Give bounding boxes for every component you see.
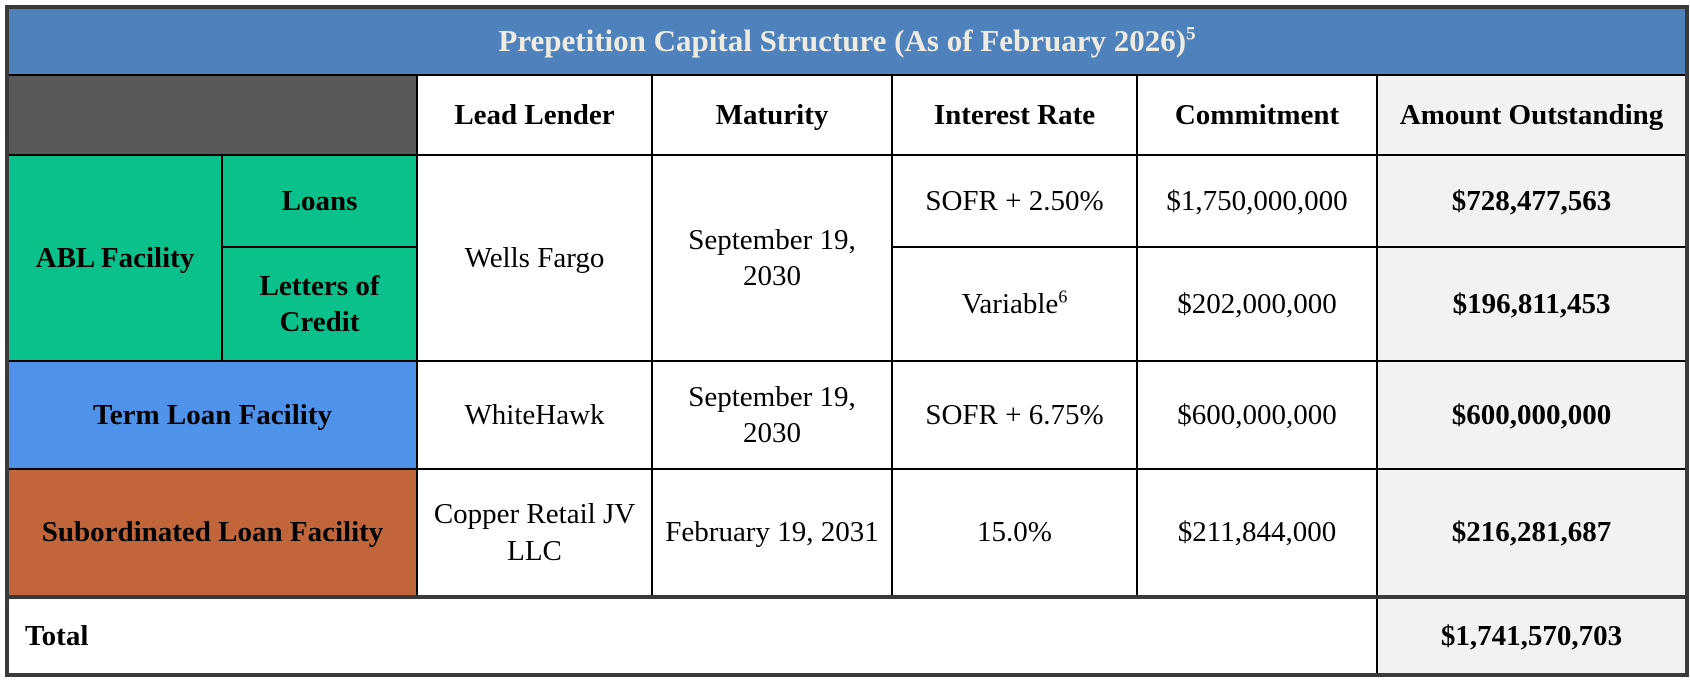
table-title: Prepetition Capital Structure (As of Feb… [5, 6, 1689, 76]
facility-subordinated-label: Subordinated Loan Facility [6, 468, 418, 598]
cell-term-amount-outstanding: $600,000,000 [1375, 360, 1689, 470]
total-label: Total [6, 595, 1378, 676]
cell-term-interest-rate: SOFR + 6.75% [891, 360, 1138, 470]
cell-abl-loc-amount-outstanding: $196,811,453 [1375, 246, 1689, 362]
column-header-row: Lead Lender Maturity Interest Rate Commi… [6, 74, 1689, 156]
cell-abl-loc-commitment: $202,000,000 [1136, 246, 1378, 362]
cell-term-commitment: $600,000,000 [1136, 360, 1378, 470]
capital-structure-table: Prepetition Capital Structure (As of Feb… [5, 5, 1690, 677]
row-subordinated-loan-facility: Subordinated Loan Facility Copper Retail… [6, 468, 1689, 598]
cell-abl-loc-interest-rate: Variable6 [891, 246, 1138, 362]
facility-term-loan-label: Term Loan Facility [6, 360, 418, 470]
cell-abl-loans-commitment: $1,750,000,000 [1136, 154, 1378, 248]
column-header-commitment: Commitment [1136, 74, 1378, 156]
facility-abl-tranche-loans-label: Loans [221, 154, 418, 248]
row-total: Total $1,741,570,703 [6, 595, 1689, 676]
cell-sub-maturity: February 19, 2031 [651, 468, 893, 598]
cell-term-maturity: September 19, 2030 [651, 360, 893, 470]
cell-abl-maturity: September 19, 2030 [651, 154, 893, 362]
cell-sub-lead-lender: Copper Retail JV LLC [416, 468, 653, 598]
cell-sub-commitment: $211,844,000 [1136, 468, 1378, 598]
table-title-footnote-marker: 5 [1186, 23, 1196, 45]
cell-abl-lead-lender: Wells Fargo [416, 154, 653, 362]
cell-sub-interest-rate: 15.0% [891, 468, 1138, 598]
table-title-text: Prepetition Capital Structure (As of Feb… [498, 23, 1187, 59]
cell-abl-loans-interest-rate: SOFR + 2.50% [891, 154, 1138, 248]
facility-abl-label: ABL Facility [6, 154, 223, 362]
blank-header-cell [6, 74, 418, 156]
cell-abl-loc-footnote-marker: 6 [1058, 286, 1068, 307]
column-header-amount-outstanding: Amount Outstanding [1375, 74, 1689, 156]
cell-abl-loans-amount-outstanding: $728,477,563 [1375, 154, 1689, 248]
row-term-loan-facility: Term Loan Facility WhiteHawk September 1… [6, 360, 1689, 470]
column-header-maturity: Maturity [651, 74, 893, 156]
cell-sub-amount-outstanding: $216,281,687 [1375, 468, 1689, 598]
cell-abl-loc-interest-rate-text: Variable [961, 287, 1059, 320]
total-amount-outstanding: $1,741,570,703 [1375, 595, 1689, 676]
row-abl-letters-of-credit: Letters of Credit Variable6 $202,000,000… [7, 246, 1689, 362]
title-row: Prepetition Capital Structure (As of Feb… [5, 6, 1689, 76]
column-header-lead-lender: Lead Lender [416, 74, 653, 156]
cell-term-lead-lender: WhiteHawk [416, 360, 653, 470]
row-abl-loans: ABL Facility Loans Wells Fargo September… [6, 154, 1689, 362]
facility-abl-tranche-letters-of-credit-label: Letters of Credit [221, 246, 418, 362]
column-header-interest-rate: Interest Rate [891, 74, 1138, 156]
